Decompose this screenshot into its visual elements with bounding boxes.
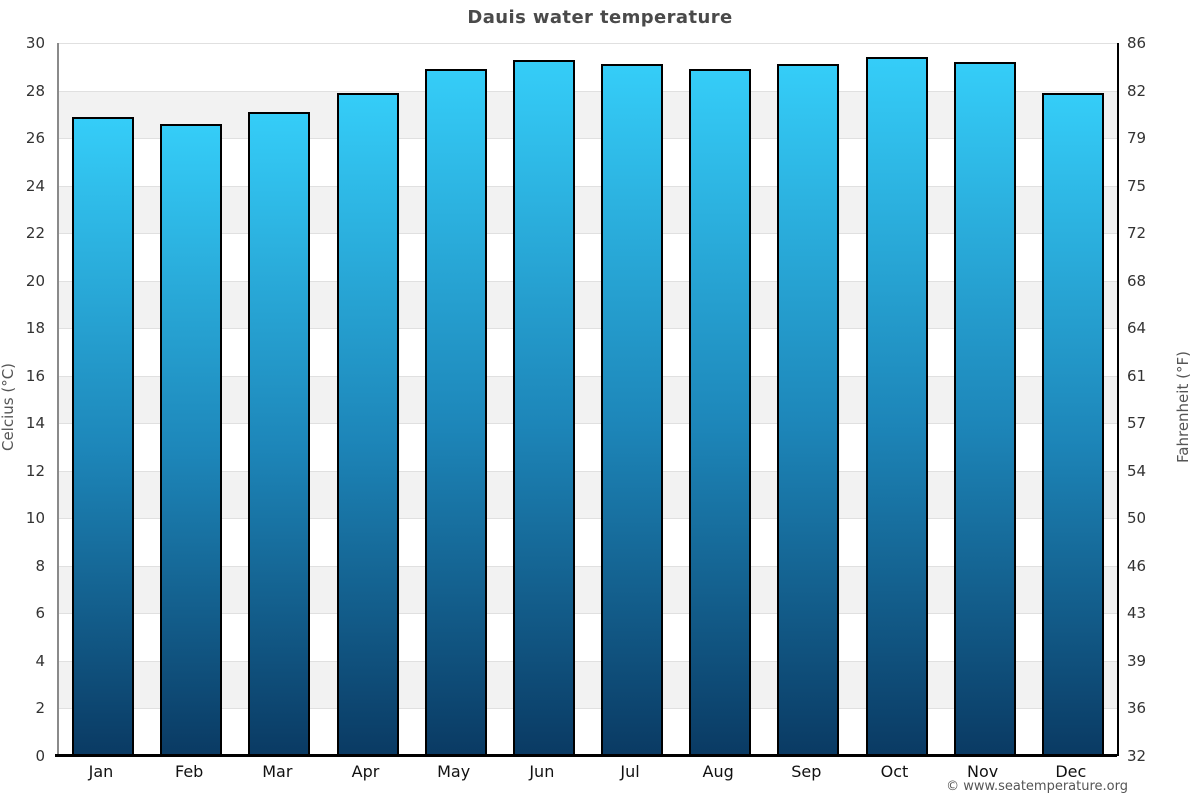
bar-mar <box>248 111 311 756</box>
fahrenheit-tick-54: 54 <box>1127 461 1147 480</box>
gridline <box>59 708 1117 710</box>
month-label-jul: Jul <box>620 762 640 781</box>
celsius-tick-6: 6 <box>35 604 45 623</box>
bar-apr <box>336 92 399 756</box>
month-label-jan: Jan <box>88 762 114 781</box>
month-label-mar: Mar <box>262 762 293 781</box>
y-axis-left-label: Celcius (°C) <box>0 362 17 452</box>
bar-oct <box>865 57 928 756</box>
x-axis-line <box>55 754 1117 757</box>
celsius-tick-28: 28 <box>25 81 45 100</box>
month-label-nov: Nov <box>967 762 999 781</box>
month-label-may: May <box>437 762 471 781</box>
month-label-sep: Sep <box>791 762 822 781</box>
bar-may <box>424 69 487 756</box>
fahrenheit-tick-50: 50 <box>1127 509 1147 528</box>
chart-title: Dauis water temperature <box>467 7 733 28</box>
celsius-tick-24: 24 <box>25 176 45 195</box>
month-label-dec: Dec <box>1055 762 1087 781</box>
celsius-tick-18: 18 <box>25 319 45 338</box>
fahrenheit-tick-46: 46 <box>1127 556 1147 575</box>
celsius-tick-4: 4 <box>35 651 45 670</box>
bar-aug <box>689 69 752 756</box>
celsius-tick-30: 30 <box>25 34 45 52</box>
bar-dec <box>1041 92 1104 756</box>
fahrenheit-tick-82: 82 <box>1127 81 1147 100</box>
month-label-apr: Apr <box>351 762 380 781</box>
gridline <box>59 43 1117 44</box>
gridline <box>59 660 1117 662</box>
fahrenheit-tick-79: 79 <box>1127 129 1147 148</box>
fahrenheit-tick-64: 64 <box>1127 319 1147 338</box>
celsius-tick-22: 22 <box>25 224 45 243</box>
fahrenheit-tick-68: 68 <box>1127 271 1147 290</box>
celsius-tick-8: 8 <box>35 556 45 575</box>
grid-band <box>59 185 1117 234</box>
y-axis-right-label: Fahrenheit (°F) <box>1174 351 1192 463</box>
fahrenheit-tick-39: 39 <box>1127 651 1147 670</box>
gridline <box>59 470 1117 472</box>
gridline <box>59 138 1117 140</box>
month-label-oct: Oct <box>880 762 909 781</box>
gridline <box>59 90 1117 92</box>
celsius-tick-10: 10 <box>25 509 45 528</box>
gridline <box>59 328 1117 330</box>
gridline <box>59 375 1117 377</box>
bar-sep <box>777 64 840 756</box>
bar-nov <box>953 62 1016 756</box>
footer-credit: © www.seatemperature.org <box>946 779 1128 794</box>
fahrenheit-tick-32: 32 <box>1127 747 1147 765</box>
month-label-jun: Jun <box>529 762 555 781</box>
bar-feb <box>160 123 223 756</box>
gridline <box>59 565 1117 567</box>
gridline <box>59 280 1117 282</box>
gridline <box>59 233 1117 235</box>
celsius-tick-16: 16 <box>25 366 45 385</box>
grid-band <box>59 565 1117 614</box>
fahrenheit-tick-57: 57 <box>1127 414 1147 433</box>
gridline <box>59 423 1117 425</box>
fahrenheit-tick-43: 43 <box>1127 604 1147 623</box>
fahrenheit-tick-75: 75 <box>1127 176 1147 195</box>
grid-band <box>59 90 1117 139</box>
plot-area <box>57 43 1119 756</box>
grid-band <box>59 280 1117 329</box>
grid-band <box>59 660 1117 709</box>
gridline <box>59 613 1117 615</box>
gridline <box>59 185 1117 187</box>
fahrenheit-tick-61: 61 <box>1127 366 1147 385</box>
bar-jun <box>512 59 575 756</box>
celsius-tick-26: 26 <box>25 129 45 148</box>
fahrenheit-tick-36: 36 <box>1127 699 1147 718</box>
celsius-tick-2: 2 <box>35 699 45 718</box>
gridline <box>59 518 1117 520</box>
fahrenheit-tick-72: 72 <box>1127 224 1147 243</box>
fahrenheit-tick-86: 86 <box>1127 34 1147 52</box>
celsius-tick-14: 14 <box>25 414 45 433</box>
month-label-aug: Aug <box>702 762 734 781</box>
bar-jul <box>601 64 664 756</box>
month-label-feb: Feb <box>174 762 204 781</box>
bar-jan <box>72 116 135 756</box>
celsius-tick-20: 20 <box>25 271 45 290</box>
grid-band <box>59 470 1117 519</box>
grid-band <box>59 375 1117 424</box>
celsius-tick-0: 0 <box>35 747 45 765</box>
celsius-tick-12: 12 <box>25 461 45 480</box>
